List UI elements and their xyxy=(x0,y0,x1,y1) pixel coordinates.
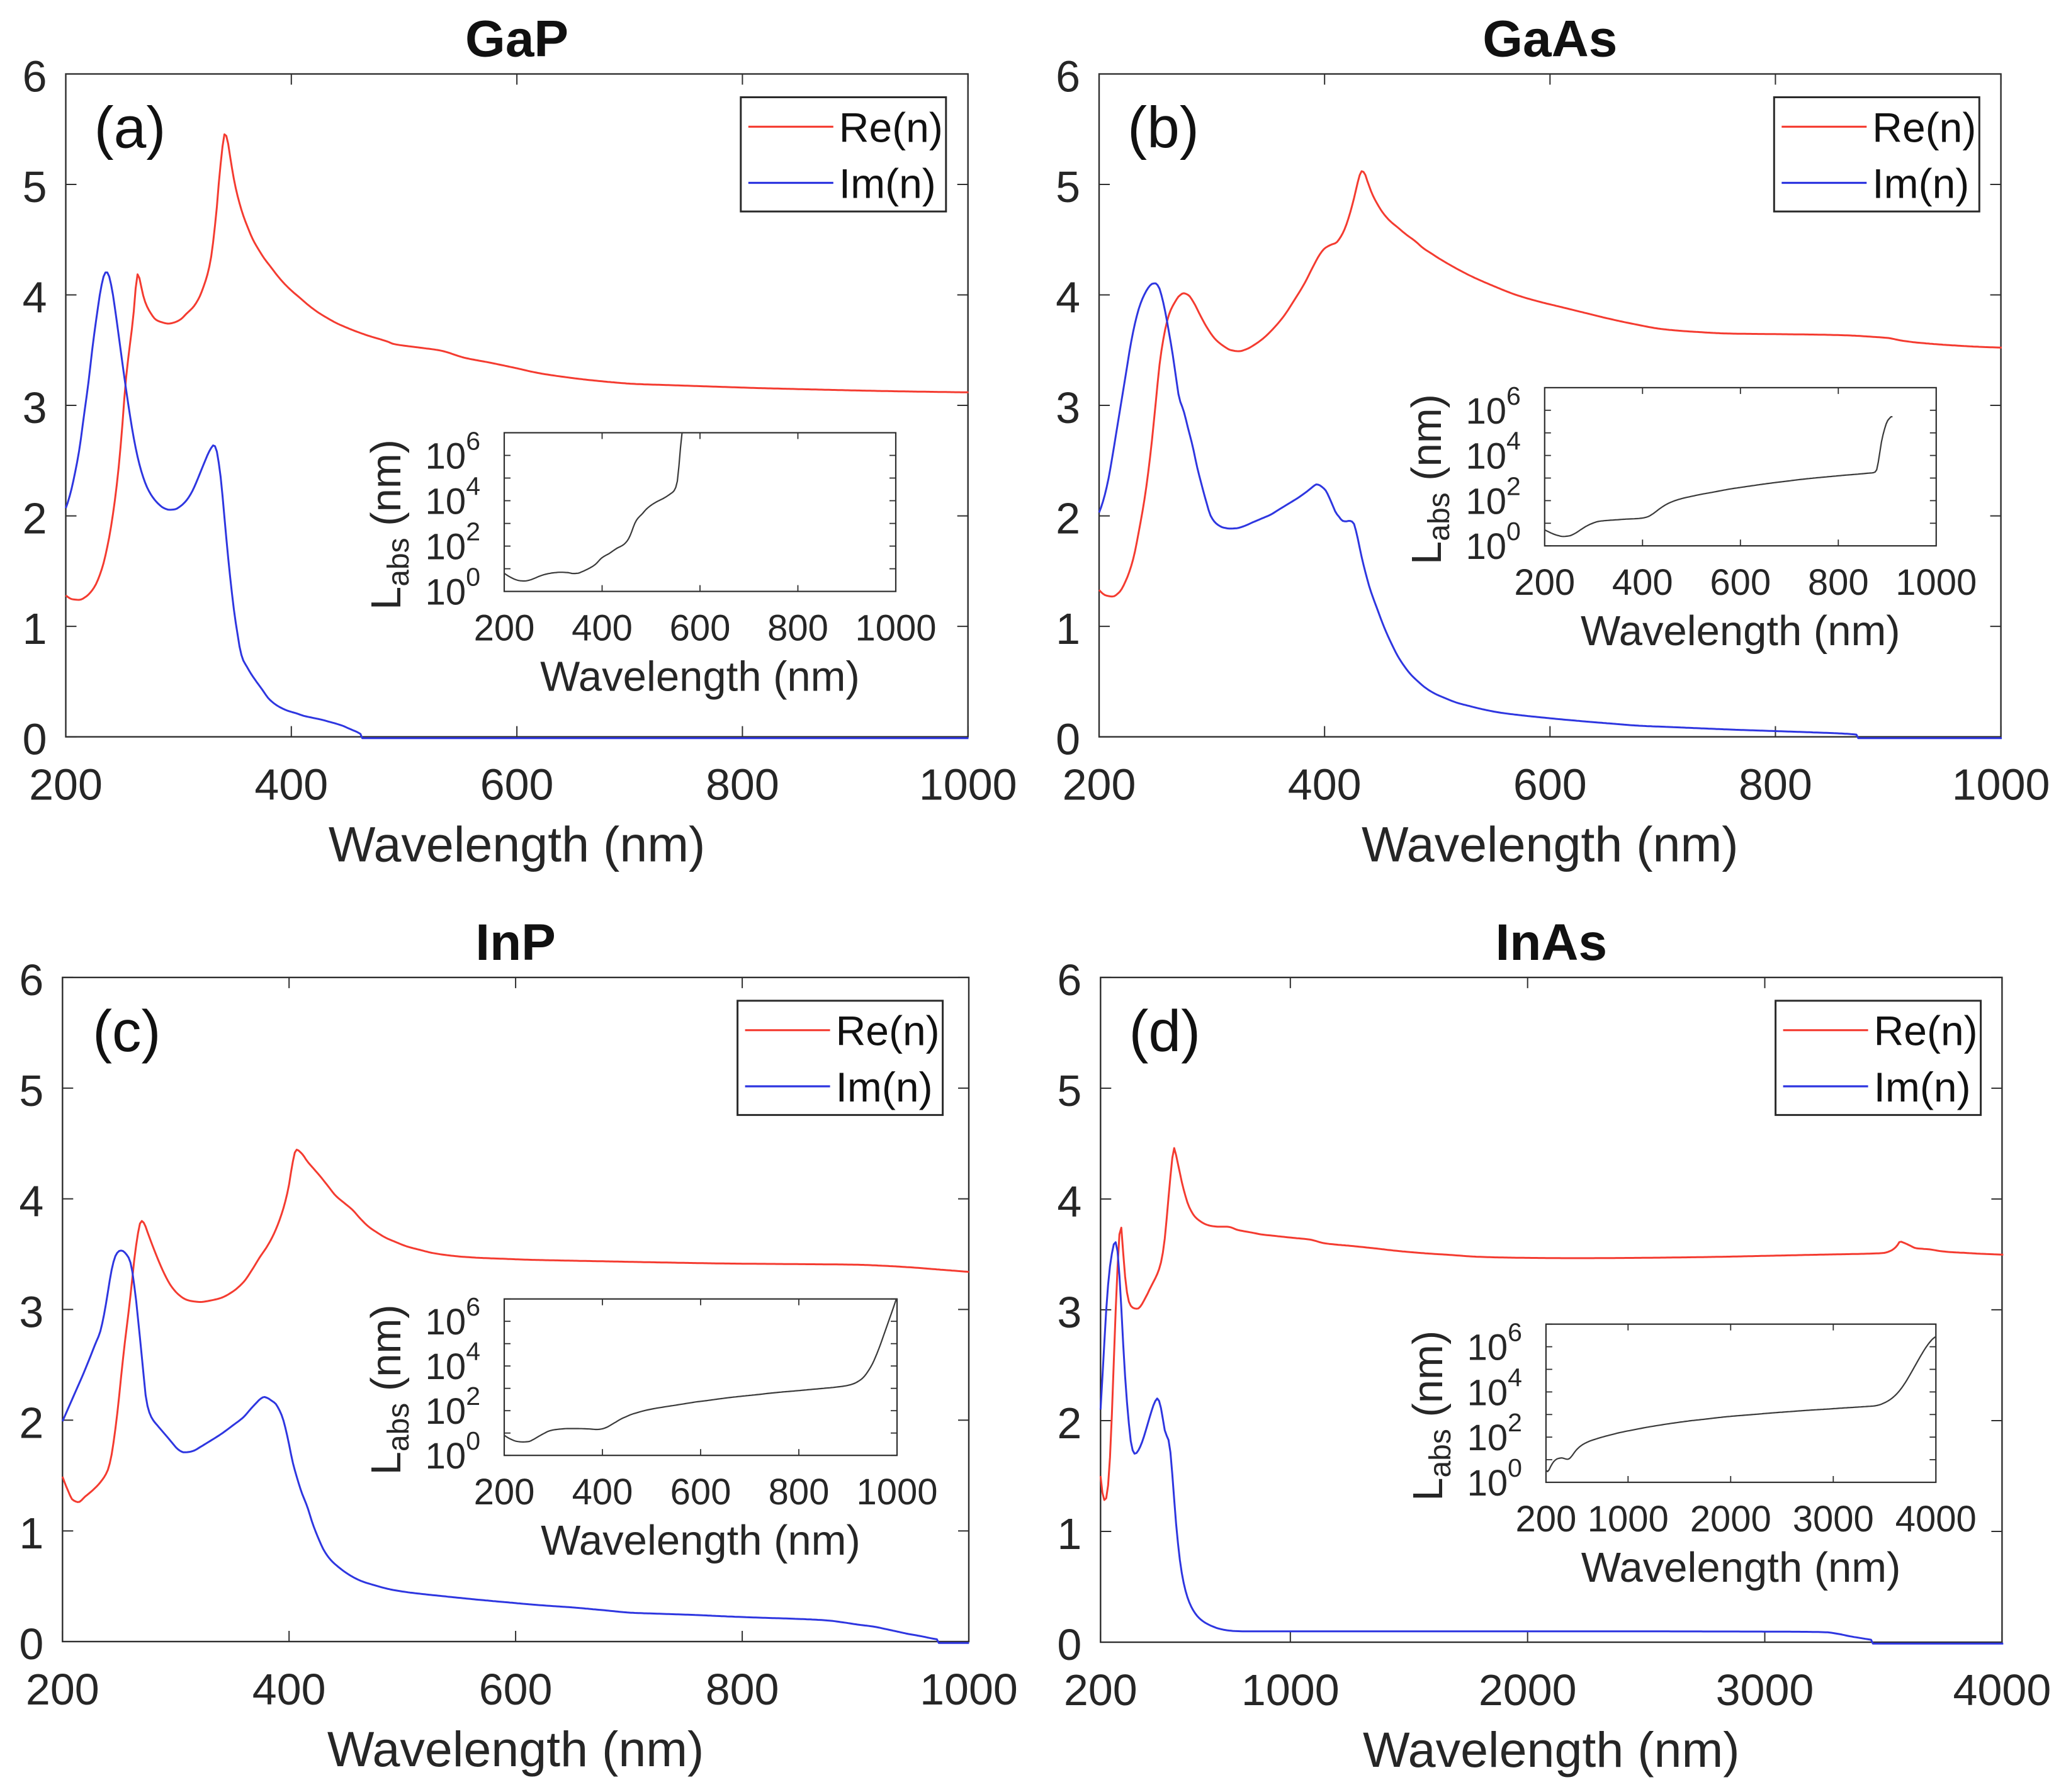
svg-text:Labs (nm): Labs (nm) xyxy=(363,1304,415,1475)
svg-text:Im(n): Im(n) xyxy=(836,1064,933,1110)
svg-text:4: 4 xyxy=(1057,1177,1081,1226)
svg-text:6: 6 xyxy=(1057,955,1081,1005)
svg-text:400: 400 xyxy=(254,760,328,809)
svg-text:Re(n): Re(n) xyxy=(1872,104,1976,150)
svg-text:Re(n): Re(n) xyxy=(836,1008,940,1054)
svg-text:2000: 2000 xyxy=(1479,1665,1577,1715)
svg-text:Wavelength (nm): Wavelength (nm) xyxy=(1363,1722,1740,1778)
svg-text:800: 800 xyxy=(706,760,779,809)
svg-text:Wavelength (nm): Wavelength (nm) xyxy=(1362,816,1739,872)
svg-text:6: 6 xyxy=(23,52,47,101)
svg-text:400: 400 xyxy=(252,1665,326,1714)
svg-text:4: 4 xyxy=(19,1177,43,1226)
svg-text:0: 0 xyxy=(23,715,47,764)
svg-text:1000: 1000 xyxy=(856,1472,937,1513)
svg-text:800: 800 xyxy=(767,608,828,649)
svg-text:Wavelength (nm): Wavelength (nm) xyxy=(329,816,706,872)
svg-text:(c): (c) xyxy=(93,998,161,1064)
svg-text:600: 600 xyxy=(670,608,731,649)
svg-text:Wavelength (nm): Wavelength (nm) xyxy=(540,653,860,701)
svg-text:600: 600 xyxy=(479,1665,553,1714)
svg-text:1000: 1000 xyxy=(1588,1499,1669,1540)
svg-text:(a): (a) xyxy=(94,95,166,161)
svg-text:800: 800 xyxy=(1808,562,1869,603)
svg-text:200: 200 xyxy=(1064,1665,1137,1715)
svg-text:0: 0 xyxy=(1057,1620,1081,1669)
svg-text:200: 200 xyxy=(26,1665,99,1714)
svg-text:0: 0 xyxy=(1056,715,1080,764)
svg-text:1: 1 xyxy=(19,1509,43,1558)
svg-text:(d): (d) xyxy=(1129,998,1200,1064)
svg-text:600: 600 xyxy=(1513,760,1587,809)
svg-text:Im(n): Im(n) xyxy=(1872,161,1969,207)
svg-text:InAs: InAs xyxy=(1495,914,1607,971)
svg-text:800: 800 xyxy=(706,1665,779,1714)
svg-text:1: 1 xyxy=(23,604,47,653)
svg-text:2: 2 xyxy=(23,494,47,543)
svg-text:Im(n): Im(n) xyxy=(1874,1064,1971,1110)
svg-text:0: 0 xyxy=(19,1620,43,1669)
svg-text:800: 800 xyxy=(769,1472,830,1513)
svg-text:3000: 3000 xyxy=(1716,1665,1814,1715)
svg-text:(b): (b) xyxy=(1127,95,1199,161)
svg-text:200: 200 xyxy=(474,608,535,649)
svg-text:2: 2 xyxy=(1056,494,1080,543)
svg-text:400: 400 xyxy=(1612,562,1673,603)
svg-text:4: 4 xyxy=(1056,273,1080,322)
svg-text:Wavelength (nm): Wavelength (nm) xyxy=(1581,607,1900,655)
svg-text:400: 400 xyxy=(1288,760,1362,809)
svg-text:200: 200 xyxy=(474,1472,535,1513)
svg-text:1: 1 xyxy=(1057,1509,1081,1558)
svg-text:3: 3 xyxy=(1056,383,1080,432)
svg-text:3000: 3000 xyxy=(1793,1499,1874,1540)
svg-text:GaAs: GaAs xyxy=(1482,11,1617,68)
svg-text:3: 3 xyxy=(19,1287,43,1336)
svg-text:2: 2 xyxy=(1057,1399,1081,1448)
svg-text:200: 200 xyxy=(1063,760,1136,809)
svg-text:2: 2 xyxy=(19,1398,43,1447)
svg-text:1000: 1000 xyxy=(1952,760,2050,809)
svg-text:1000: 1000 xyxy=(919,760,1017,809)
svg-text:1000: 1000 xyxy=(920,1665,1018,1714)
svg-text:Re(n): Re(n) xyxy=(1874,1008,1978,1054)
svg-text:4000: 4000 xyxy=(1953,1665,2052,1715)
svg-text:3: 3 xyxy=(1057,1288,1081,1337)
svg-text:Wavelength (nm): Wavelength (nm) xyxy=(327,1721,704,1777)
svg-text:1: 1 xyxy=(1056,604,1080,653)
svg-text:Re(n): Re(n) xyxy=(839,104,943,150)
svg-text:200: 200 xyxy=(1516,1499,1577,1540)
svg-text:Im(n): Im(n) xyxy=(839,161,936,207)
svg-text:5: 5 xyxy=(1057,1066,1081,1115)
svg-text:Labs (nm): Labs (nm) xyxy=(363,439,415,610)
svg-text:1000: 1000 xyxy=(1241,1665,1340,1715)
svg-text:5: 5 xyxy=(23,162,47,211)
svg-text:1000: 1000 xyxy=(1895,562,1977,603)
svg-text:5: 5 xyxy=(1056,162,1080,211)
svg-text:400: 400 xyxy=(572,608,633,649)
svg-text:200: 200 xyxy=(29,760,103,809)
svg-text:4000: 4000 xyxy=(1895,1499,1977,1540)
svg-text:InP: InP xyxy=(475,914,556,971)
svg-text:400: 400 xyxy=(572,1472,633,1513)
svg-text:800: 800 xyxy=(1739,760,1812,809)
svg-text:6: 6 xyxy=(19,955,43,1005)
svg-text:4: 4 xyxy=(23,273,47,322)
svg-text:5: 5 xyxy=(19,1066,43,1115)
svg-text:600: 600 xyxy=(1710,562,1771,603)
svg-text:1000: 1000 xyxy=(855,608,936,649)
svg-text:6: 6 xyxy=(1056,52,1080,101)
svg-text:2000: 2000 xyxy=(1690,1499,1771,1540)
svg-text:Wavelength (nm): Wavelength (nm) xyxy=(1581,1544,1901,1591)
svg-text:Wavelength (nm): Wavelength (nm) xyxy=(541,1517,861,1564)
svg-text:200: 200 xyxy=(1514,562,1575,603)
svg-text:600: 600 xyxy=(480,760,554,809)
svg-text:3: 3 xyxy=(23,383,47,432)
svg-text:600: 600 xyxy=(670,1472,731,1513)
svg-text:GaP: GaP xyxy=(465,11,568,68)
